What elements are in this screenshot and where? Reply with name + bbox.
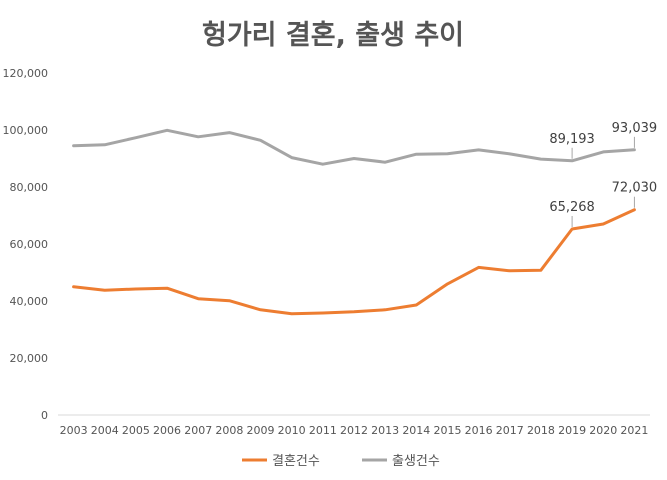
data-label: 65,268 [549,200,595,215]
x-tick-label: 2012 [340,424,368,437]
y-tick-label: 100,000 [3,124,49,137]
x-tick-label: 2004 [91,424,119,437]
legend: 결혼건수 출생건수 [242,454,440,469]
x-tick-label: 2013 [371,424,399,437]
y-tick-label: 120,000 [3,67,49,80]
x-tick-label: 2016 [465,424,493,437]
x-tick-label: 2007 [184,424,212,437]
series-lines [72,128,636,316]
x-tick-label: 2011 [309,424,337,437]
chart-title: 헝가리 결혼, 출생 추이 [202,20,464,51]
y-tick-label: 60,000 [10,238,49,251]
legend-label-0: 결혼건수 [272,454,320,469]
y-tick-label: 0 [41,409,48,422]
x-axis-ticks: 2003 2004 2005 2006 2007 2008 2009 2010 2011 2012… [60,424,649,437]
y-tick-label: 80,000 [10,181,49,194]
data-label: 93,039 [612,121,658,136]
x-tick-label: 2015 [433,424,461,437]
x-tick-label: 2008 [215,424,243,437]
data-labels: 65,268 72,030 89,193 93,039 [549,121,657,227]
x-tick-label: 2014 [402,424,430,437]
x-tick-label: 2020 [589,424,617,437]
x-tick-label: 2006 [153,424,181,437]
y-axis-ticks: 0 20,000 40,000 60,000 80,000 100,000 120,000 [3,67,49,422]
series-line-1 [72,128,636,166]
series-line-0 [72,208,636,316]
x-tick-label: 2003 [60,424,88,437]
legend-label-1: 출생건수 [392,454,440,469]
x-tick-label: 2005 [122,424,150,437]
x-tick-label: 2009 [247,424,275,437]
x-tick-label: 2010 [278,424,306,437]
y-tick-label: 20,000 [10,352,49,365]
x-tick-label: 2021 [620,424,648,437]
data-label: 72,030 [612,181,658,196]
x-tick-label: 2019 [558,424,586,437]
x-tick-label: 2018 [527,424,555,437]
x-tick-label: 2017 [496,424,524,437]
y-tick-label: 40,000 [10,295,49,308]
data-label: 89,193 [549,132,595,147]
